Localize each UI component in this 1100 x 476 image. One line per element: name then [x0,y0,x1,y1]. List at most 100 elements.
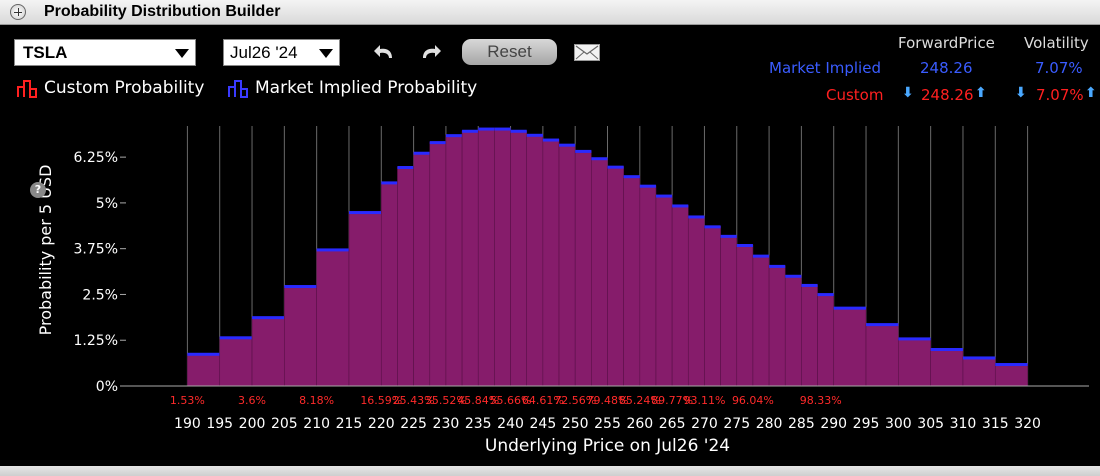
x-tick-label: 240 [497,416,524,432]
bar-cap [445,134,463,138]
help-icon[interactable]: ? [30,182,46,198]
bar-cap [187,352,220,356]
probability-bar [591,157,608,387]
bar-cap [413,151,430,155]
expiry-dropdown[interactable]: Jul26 '24 [223,39,340,66]
cumulative-label: 8.18% [299,394,334,407]
custom-volatility-value[interactable]: 7.07% [1036,86,1084,104]
probability-bar [639,185,657,387]
cumulative-label: 72.56% [554,394,596,407]
redo-icon[interactable] [417,40,443,64]
cumulative-label: 98.33% [800,394,842,407]
market-bar-icon [228,80,248,98]
probability-bar [445,134,463,387]
bar-cap [575,149,592,153]
probability-bar [510,130,528,387]
probability-bar [817,293,835,387]
bar-cap [526,133,543,137]
probability-bar [187,353,221,387]
probability-bar [526,134,544,387]
cumulative-label: 85.24% [619,394,661,407]
x-tick-label: 195 [206,416,233,432]
x-tick-label: 210 [303,416,330,432]
cumulative-label: 93.11% [683,394,725,407]
legend-custom: Custom Probability [16,78,204,98]
probability-bar [752,255,770,387]
probability-bar [784,275,802,387]
legend-market-label: Market Implied Probability [255,78,478,98]
probability-bar [477,128,495,387]
symbol-dropdown[interactable]: TSLA [14,39,196,66]
probability-chart[interactable]: 0% 1.25% 2.5% 3.75% 5% 6.25% 1.53% 3.6% 8.18% 16.… [0,0,1100,466]
bar-cap [219,336,253,340]
title-bar: Probability Distribution Builder [0,0,1100,25]
x-tick-label: 315 [982,416,1009,432]
probability-bar [865,323,899,387]
email-icon[interactable] [574,44,600,61]
bar-cap [898,337,931,341]
x-tick-label: 235 [465,416,492,432]
y-tick-label: 6.25% [74,150,118,166]
arrow-down-icon[interactable]: ⬇ [902,85,914,101]
market-implied-label: Market Implied [769,59,881,77]
bar-cap [348,211,382,215]
probability-bar [316,249,350,387]
reset-button[interactable]: Reset [462,39,557,65]
bar-cap [623,175,640,179]
probability-bar [736,244,754,387]
cumulative-label: 1.53% [170,394,205,407]
forward-price-header: ForwardPrice [898,34,995,52]
bar-cap [462,129,479,133]
legend-market: Market Implied Probability [227,78,477,98]
y-tick-label: 1.25% [74,333,118,349]
bar-cap [607,165,624,169]
x-tick-label: 205 [271,416,298,432]
cumulative-label: 79.48% [587,394,629,407]
bar-cap [769,264,786,268]
probability-bar [671,205,689,387]
probability-bar [655,195,673,387]
bar-cap [672,204,689,208]
legend-custom-label: Custom Probability [44,78,205,98]
bar-cap [510,129,527,133]
arrow-up-icon[interactable]: ⬆ [975,85,987,101]
undo-icon[interactable] [372,40,398,64]
expand-icon[interactable] [10,4,26,20]
bar-cap [704,225,721,229]
custom-label: Custom [826,86,884,104]
cumulative-label: 89.77% [651,394,693,407]
probability-bar [429,141,447,387]
probability-bar [380,182,398,387]
arrow-down-icon[interactable]: ⬇ [1015,85,1027,101]
probability-bar [930,348,964,387]
x-tick-label: 220 [368,416,395,432]
custom-forward-value[interactable]: 248.26 [921,86,974,104]
x-tick-label: 320 [1014,416,1041,432]
probability-bar [284,285,317,387]
probability-bar [607,166,624,387]
expiry-value: Jul26 '24 [230,43,298,62]
probability-bar [898,338,931,387]
bar-cap [478,127,495,131]
bar-cap [817,293,834,297]
bar-cap [284,285,317,289]
x-tick-label: 290 [820,416,847,432]
arrow-up-icon[interactable]: ⬆ [1085,85,1097,101]
probability-bar [251,316,285,387]
probability-bar [687,216,705,387]
x-tick-label: 255 [594,416,621,432]
x-tick-label: 190 [174,416,201,432]
chevron-down-icon [319,49,333,58]
x-tick-label: 300 [885,416,912,432]
x-tick-label: 280 [756,416,783,432]
bar-cap [962,356,996,360]
chevron-down-icon [175,49,189,58]
cumulative-label: 25.43% [393,394,435,407]
cumulative-label: 35.52% [425,394,467,407]
bar-cap [542,138,560,142]
bar-cap [252,316,285,320]
symbol-value: TSLA [23,43,68,62]
bar-cap [720,234,737,238]
bar-cap [381,181,398,185]
bar-cap [736,244,753,248]
